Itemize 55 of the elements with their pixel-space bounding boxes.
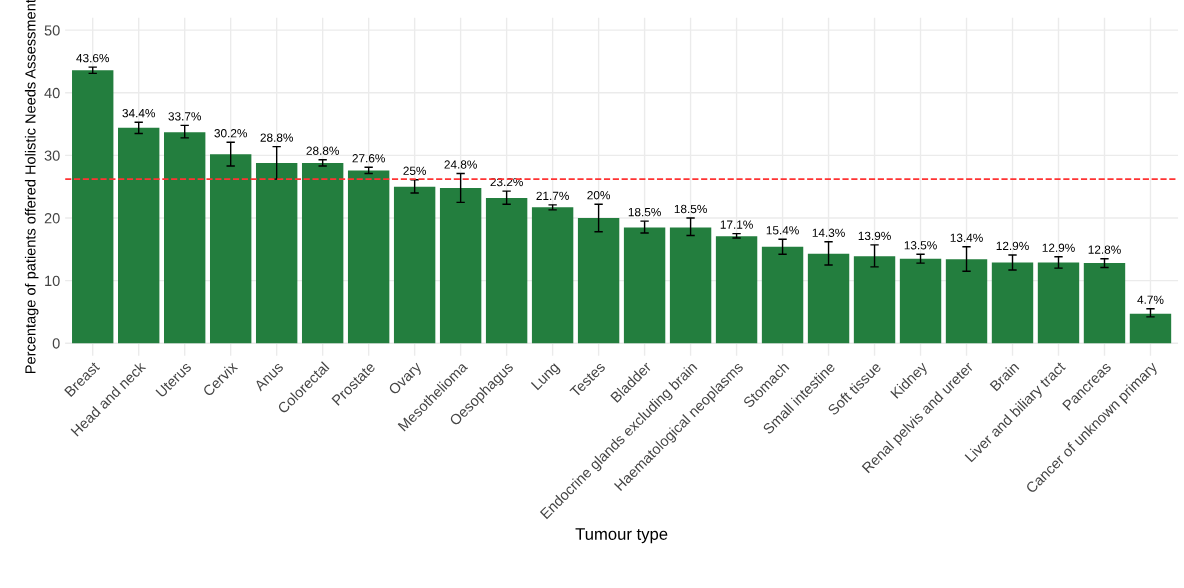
data-label: 4.7% <box>1137 295 1164 304</box>
data-label: 28.8% <box>260 133 293 142</box>
bar <box>761 246 804 344</box>
bar <box>393 186 436 344</box>
bar <box>439 187 482 344</box>
x-axis-title: Tumour type <box>575 528 668 544</box>
data-label: 13.5% <box>904 241 937 250</box>
data-label: 21.7% <box>536 191 569 200</box>
data-label: 13.9% <box>858 231 891 241</box>
bar <box>669 227 712 344</box>
data-label: 18.5% <box>628 207 661 217</box>
data-label: 27.6% <box>352 154 385 163</box>
bar <box>72 70 114 344</box>
bar <box>531 207 574 344</box>
data-label: 34.4% <box>122 109 156 118</box>
data-label: 12.9% <box>1042 243 1075 252</box>
y-tick-label: 10 <box>45 275 60 287</box>
bar <box>485 197 528 344</box>
bar <box>715 236 758 344</box>
data-label: 25% <box>403 166 427 175</box>
bar <box>209 154 252 344</box>
bar <box>1129 313 1172 344</box>
bar <box>577 218 620 344</box>
bar <box>1037 262 1080 344</box>
bar <box>301 162 344 344</box>
y-tick-label: 0 <box>52 338 60 349</box>
data-label: 18.5% <box>674 204 707 214</box>
data-label: 12.9% <box>996 241 1029 251</box>
y-tick-label: 50 <box>44 25 60 36</box>
data-label: 17.1% <box>720 220 753 229</box>
data-label: 15.4% <box>766 226 799 235</box>
bar <box>1083 263 1126 344</box>
data-label: 12.8% <box>1088 245 1121 254</box>
y-tick-label: 20 <box>44 213 60 224</box>
bar <box>623 227 666 344</box>
data-label: 24.8% <box>444 160 477 169</box>
data-label: 30.2% <box>214 129 247 138</box>
bar <box>853 256 896 344</box>
data-label: 28.8% <box>306 146 339 155</box>
bar <box>991 262 1034 344</box>
data-label: 43.6% <box>76 53 110 63</box>
data-label: 13.4% <box>950 233 983 242</box>
bar <box>164 132 206 344</box>
bar <box>899 258 942 344</box>
data-label: 14.3% <box>812 228 845 237</box>
bar <box>945 259 988 344</box>
data-label: 20% <box>587 191 610 200</box>
bar <box>255 162 298 344</box>
bar <box>807 253 850 344</box>
y-axis-title: Percentage of patients offered Holistic Needs Assessment <box>24 0 39 374</box>
bar <box>347 170 390 344</box>
data-label: 33.7% <box>168 112 202 121</box>
y-tick-label: 40 <box>44 87 60 99</box>
bar <box>118 127 160 344</box>
y-tick-label: 30 <box>44 150 60 161</box>
